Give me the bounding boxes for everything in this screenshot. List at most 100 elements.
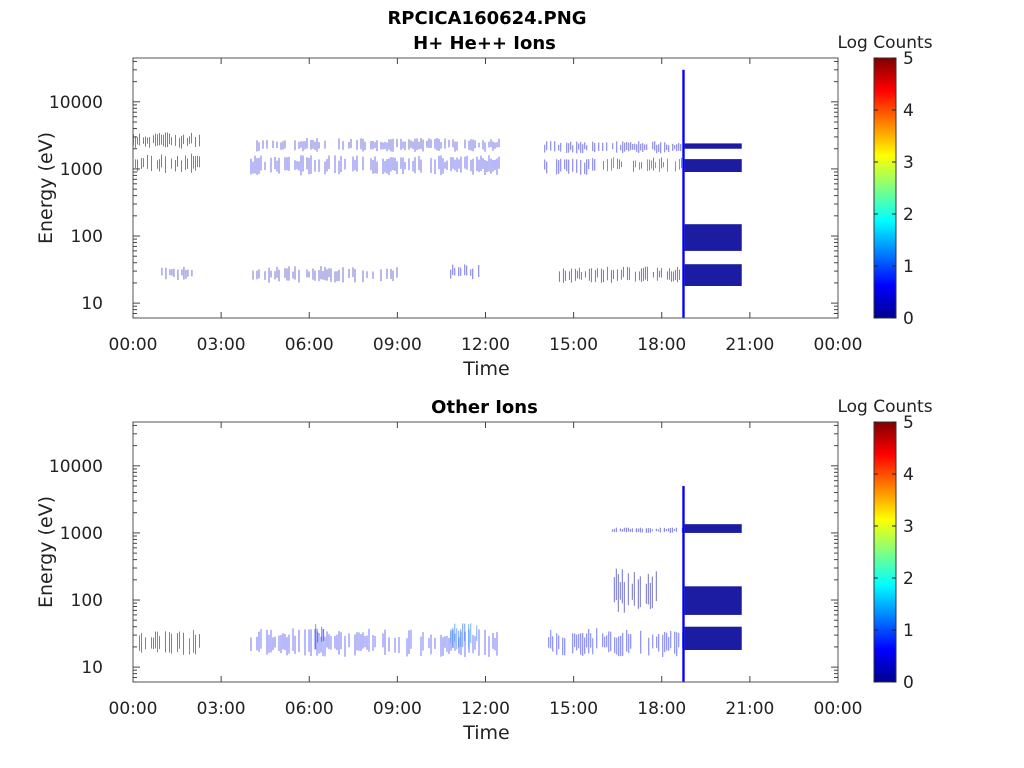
- y-tick-label: 10: [81, 294, 103, 314]
- heatmap-cell: [382, 142, 384, 150]
- heatmap-cell: [720, 626, 722, 650]
- heatmap-cell: [161, 134, 162, 145]
- heatmap-cell: [478, 142, 480, 148]
- heatmap-cell: [450, 157, 452, 172]
- heatmap-cell: [696, 586, 698, 615]
- heatmap-cell: [153, 637, 154, 650]
- heatmap-cell: [480, 155, 482, 171]
- heatmap-cell: [175, 134, 176, 146]
- heatmap-cell: [165, 132, 166, 148]
- heatmap-cell: [286, 268, 288, 281]
- heatmap-cell: [688, 224, 690, 251]
- heatmap-cell: [733, 264, 735, 286]
- colorbar-tick-label: 2: [903, 569, 914, 589]
- heatmap-cell: [603, 161, 604, 170]
- heatmap-cell: [728, 586, 730, 615]
- heatmap-cell: [630, 142, 632, 151]
- heatmap-cell: [729, 586, 731, 615]
- heatmap-cell: [611, 529, 613, 532]
- x-tick-label: 06:00: [285, 335, 334, 355]
- heatmap-cell: [727, 524, 729, 533]
- heatmap-cell: [722, 159, 724, 172]
- heatmap-cell: [466, 155, 468, 170]
- heatmap-cell: [464, 623, 466, 642]
- heatmap-cell: [656, 267, 658, 281]
- heatmap-cell: [727, 626, 729, 650]
- heatmap-cell: [699, 264, 701, 286]
- heatmap-cell: [737, 524, 739, 533]
- heatmap-cell: [613, 528, 615, 533]
- colorbar-tick-label: 1: [903, 257, 914, 277]
- heatmap-cell: [738, 524, 740, 533]
- heatmap-cell: [484, 142, 486, 152]
- heatmap-cell: [442, 158, 444, 174]
- heatmap-cell: [658, 144, 660, 152]
- heatmap-cell: [699, 159, 701, 172]
- heatmap-cell: [580, 271, 582, 280]
- heatmap-cell: [476, 156, 478, 171]
- heatmap-cell: [558, 635, 560, 650]
- heatmap-cell: [610, 631, 612, 652]
- heatmap-cell: [288, 156, 290, 171]
- heatmap-cell: [316, 138, 318, 152]
- heatmap-cell: [729, 159, 731, 172]
- heatmap-cell: [684, 264, 686, 286]
- heatmap-cell: [474, 636, 476, 650]
- heatmap-cell: [452, 139, 454, 148]
- heatmap-cell: [689, 586, 691, 615]
- heatmap-cell: [392, 138, 394, 152]
- heatmap-cell: [678, 269, 680, 280]
- heatmap-cell: [486, 161, 488, 173]
- heatmap-cell: [730, 159, 732, 172]
- heatmap-cell: [574, 633, 576, 648]
- heatmap-cell: [696, 626, 698, 650]
- heatmap-cell: [560, 142, 562, 152]
- heatmap-cell: [671, 527, 673, 533]
- heatmap-cell: [578, 633, 580, 649]
- heatmap-cell: [668, 636, 670, 651]
- heatmap-cell: [418, 156, 420, 171]
- heatmap-cell: [696, 224, 698, 251]
- heatmap-cell: [702, 159, 704, 172]
- heatmap-cell: [674, 145, 676, 150]
- heatmap-cell: [412, 141, 414, 149]
- heatmap-cell: [640, 630, 642, 654]
- heatmap-cell: [693, 224, 695, 251]
- heatmap-cell: [137, 137, 138, 145]
- heatmap-cell: [590, 268, 592, 283]
- heatmap-cell: [280, 142, 282, 150]
- heatmap-cell: [324, 161, 326, 175]
- heatmap-cell: [310, 155, 312, 174]
- heatmap-cell: [308, 629, 310, 652]
- heatmap-cell: [135, 136, 136, 148]
- heatmap-cell: [735, 224, 737, 251]
- heatmap-cell: [686, 586, 688, 615]
- heatmap-cell: [712, 159, 714, 172]
- heatmap-cell: [617, 158, 618, 170]
- heatmap-cell: [392, 157, 394, 171]
- heatmap-cell: [658, 633, 660, 652]
- heatmap-cell: [372, 634, 374, 651]
- heatmap-cell: [496, 158, 498, 175]
- heatmap-cell: [723, 143, 725, 149]
- heatmap-cell: [708, 224, 710, 251]
- heatmap-cell: [708, 143, 710, 149]
- heatmap-cell: [711, 143, 713, 149]
- heatmap-cell: [642, 143, 644, 152]
- colorbar: [873, 421, 897, 683]
- heatmap-cell: [631, 583, 633, 600]
- heatmap-cell: [282, 141, 284, 150]
- heatmap-cell: [694, 159, 696, 172]
- heatmap-cell: [709, 159, 711, 172]
- y-tick-label: 1000: [60, 160, 103, 180]
- heatmap-cell: [715, 626, 717, 650]
- x-tick-label: 03:00: [197, 335, 246, 355]
- heatmap-cell: [284, 634, 286, 651]
- heatmap-cell: [284, 140, 286, 149]
- heatmap-cell: [717, 626, 719, 650]
- heatmap-cell: [382, 158, 384, 175]
- heatmap-cell: [260, 155, 262, 171]
- heatmap-cell: [723, 626, 725, 650]
- heatmap-cell: [711, 159, 713, 172]
- heatmap-cell: [464, 631, 466, 658]
